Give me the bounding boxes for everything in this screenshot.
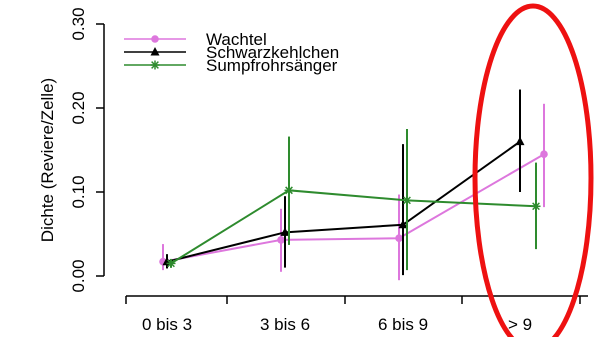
- series-Sumpfrohrsänger: [167, 129, 541, 270]
- y-tick-label: 0.10: [69, 175, 88, 208]
- x-tick-label: 0 bis 3: [142, 315, 192, 334]
- legend-label: Sumpfrohrsänger: [206, 56, 338, 75]
- annotation-layer: [475, 6, 591, 337]
- data-point: [516, 137, 525, 146]
- x-tick-label: > 9: [508, 315, 532, 334]
- data-point: [395, 234, 403, 242]
- data-point: [532, 202, 541, 211]
- y-tick-label: 0.30: [69, 7, 88, 40]
- data-point: [540, 150, 548, 158]
- data-point: [151, 61, 160, 70]
- series-Schwarzkehlchen: [163, 90, 525, 276]
- data-point: [151, 35, 159, 43]
- series-layer: [159, 90, 548, 281]
- series-Wachtel: [159, 104, 548, 280]
- legend-item: Sumpfrohrsänger: [124, 56, 338, 75]
- y-tick-label: 0.00: [69, 259, 88, 292]
- data-point: [277, 236, 285, 244]
- x-tick-label: 3 bis 6: [260, 315, 310, 334]
- data-point: [285, 186, 294, 195]
- series-line: [167, 142, 520, 262]
- data-point: [403, 196, 412, 205]
- highlight-ellipse: [475, 6, 591, 337]
- data-point: [167, 259, 176, 268]
- y-axis-label: Dichte (Reviere/Zelle): [38, 78, 57, 242]
- y-tick-label: 0.20: [69, 91, 88, 124]
- x-tick-label: 6 bis 9: [378, 315, 428, 334]
- series-line: [163, 154, 544, 262]
